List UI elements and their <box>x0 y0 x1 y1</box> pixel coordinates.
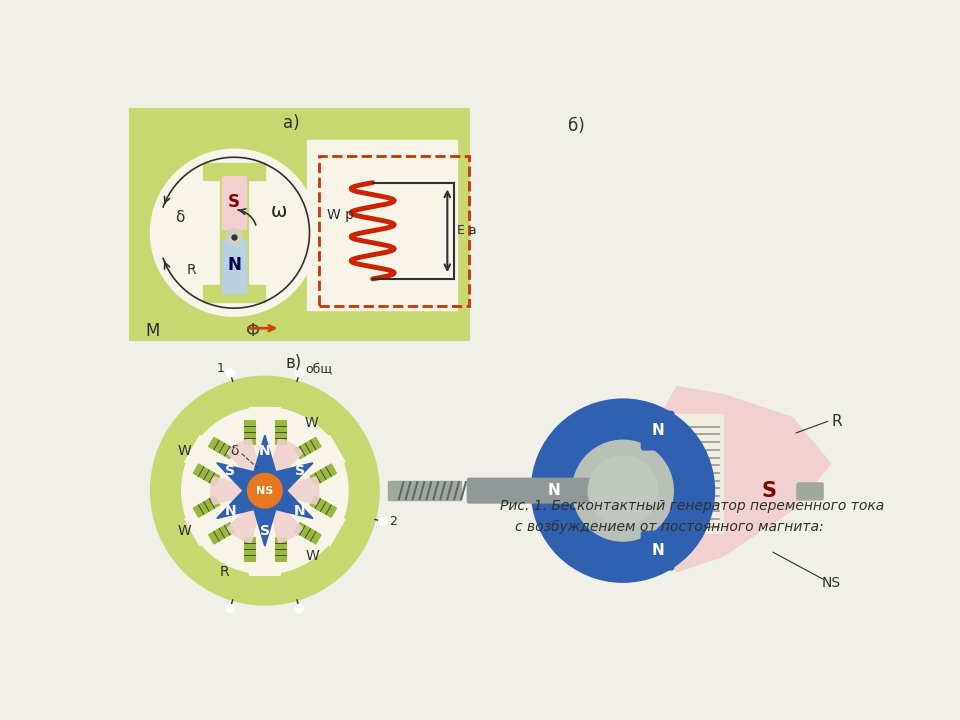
Circle shape <box>588 456 658 526</box>
FancyBboxPatch shape <box>641 411 674 450</box>
Text: R: R <box>220 564 229 578</box>
Bar <box>220 165 248 300</box>
Text: б): б) <box>568 117 585 135</box>
Polygon shape <box>300 505 333 535</box>
Polygon shape <box>315 436 346 470</box>
Text: W: W <box>305 549 320 563</box>
Polygon shape <box>184 436 214 470</box>
Text: δ: δ <box>176 210 185 225</box>
Text: S: S <box>295 464 304 477</box>
Circle shape <box>181 408 348 574</box>
FancyBboxPatch shape <box>797 483 823 500</box>
Bar <box>388 482 461 500</box>
Text: Φ: Φ <box>246 323 260 341</box>
Text: R: R <box>187 263 197 276</box>
Polygon shape <box>197 505 230 535</box>
Polygon shape <box>250 407 280 423</box>
Bar <box>204 163 265 180</box>
Bar <box>307 140 457 310</box>
Text: с возбуждением от постоянного магнита:: с возбуждением от постоянного магнита: <box>516 520 824 534</box>
Polygon shape <box>193 464 220 485</box>
Bar <box>131 109 468 341</box>
Circle shape <box>151 150 317 316</box>
Polygon shape <box>208 437 235 459</box>
Polygon shape <box>295 437 322 459</box>
Polygon shape <box>315 510 346 546</box>
Text: W р: W р <box>326 208 354 222</box>
Text: в): в) <box>286 354 302 372</box>
Polygon shape <box>244 537 254 562</box>
Text: E а: E а <box>457 224 476 238</box>
Polygon shape <box>250 557 280 575</box>
Polygon shape <box>275 420 286 444</box>
FancyBboxPatch shape <box>641 531 674 570</box>
Polygon shape <box>295 523 322 544</box>
Text: ω: ω <box>271 202 287 220</box>
Text: 2: 2 <box>389 515 396 528</box>
Circle shape <box>227 369 234 377</box>
Bar <box>222 176 247 229</box>
Text: 1: 1 <box>216 362 225 376</box>
Bar <box>666 423 718 527</box>
Text: S: S <box>260 523 270 538</box>
Text: R: R <box>831 414 842 429</box>
Wedge shape <box>227 438 265 490</box>
Circle shape <box>227 605 234 612</box>
Polygon shape <box>275 537 286 562</box>
Polygon shape <box>310 464 337 485</box>
Text: W: W <box>178 523 191 538</box>
Wedge shape <box>265 477 319 505</box>
Polygon shape <box>217 435 313 546</box>
Bar <box>319 156 468 306</box>
Text: N: N <box>259 444 271 458</box>
Text: N: N <box>651 543 664 558</box>
Bar <box>661 414 723 533</box>
Text: N: N <box>547 483 560 498</box>
Polygon shape <box>244 420 254 444</box>
Text: N: N <box>294 504 305 518</box>
Circle shape <box>379 518 387 526</box>
Text: N: N <box>651 423 664 438</box>
Polygon shape <box>661 387 830 572</box>
Polygon shape <box>197 446 230 476</box>
Polygon shape <box>256 535 274 564</box>
Circle shape <box>151 377 379 605</box>
Wedge shape <box>211 477 265 505</box>
Polygon shape <box>208 523 235 544</box>
Text: δ: δ <box>229 444 238 458</box>
Circle shape <box>296 605 303 612</box>
FancyBboxPatch shape <box>538 472 570 510</box>
Text: Рис. 1. Бесконтактный генератор переменного тока: Рис. 1. Бесконтактный генератор переменн… <box>500 499 884 513</box>
Text: W: W <box>304 416 318 430</box>
Polygon shape <box>193 496 220 518</box>
Text: общ: общ <box>305 362 333 376</box>
Text: NS: NS <box>821 576 840 590</box>
Circle shape <box>296 369 303 377</box>
Text: N: N <box>228 256 241 274</box>
Text: S: S <box>228 193 240 211</box>
Text: M: M <box>146 323 160 341</box>
Polygon shape <box>310 496 337 518</box>
Circle shape <box>532 400 713 582</box>
Bar <box>222 240 247 293</box>
Text: N: N <box>225 504 236 518</box>
Text: а): а) <box>283 114 300 132</box>
Wedge shape <box>227 490 265 543</box>
Circle shape <box>227 229 242 244</box>
Wedge shape <box>265 438 303 490</box>
Text: S: S <box>761 481 777 500</box>
Bar <box>204 285 265 302</box>
FancyBboxPatch shape <box>468 478 593 503</box>
Text: NS: NS <box>256 486 274 495</box>
Polygon shape <box>300 446 333 476</box>
Polygon shape <box>184 510 214 546</box>
Circle shape <box>248 474 282 508</box>
Circle shape <box>573 441 673 541</box>
Wedge shape <box>265 490 303 543</box>
Text: S: S <box>226 464 235 477</box>
Text: W: W <box>178 444 191 458</box>
Polygon shape <box>256 417 274 446</box>
